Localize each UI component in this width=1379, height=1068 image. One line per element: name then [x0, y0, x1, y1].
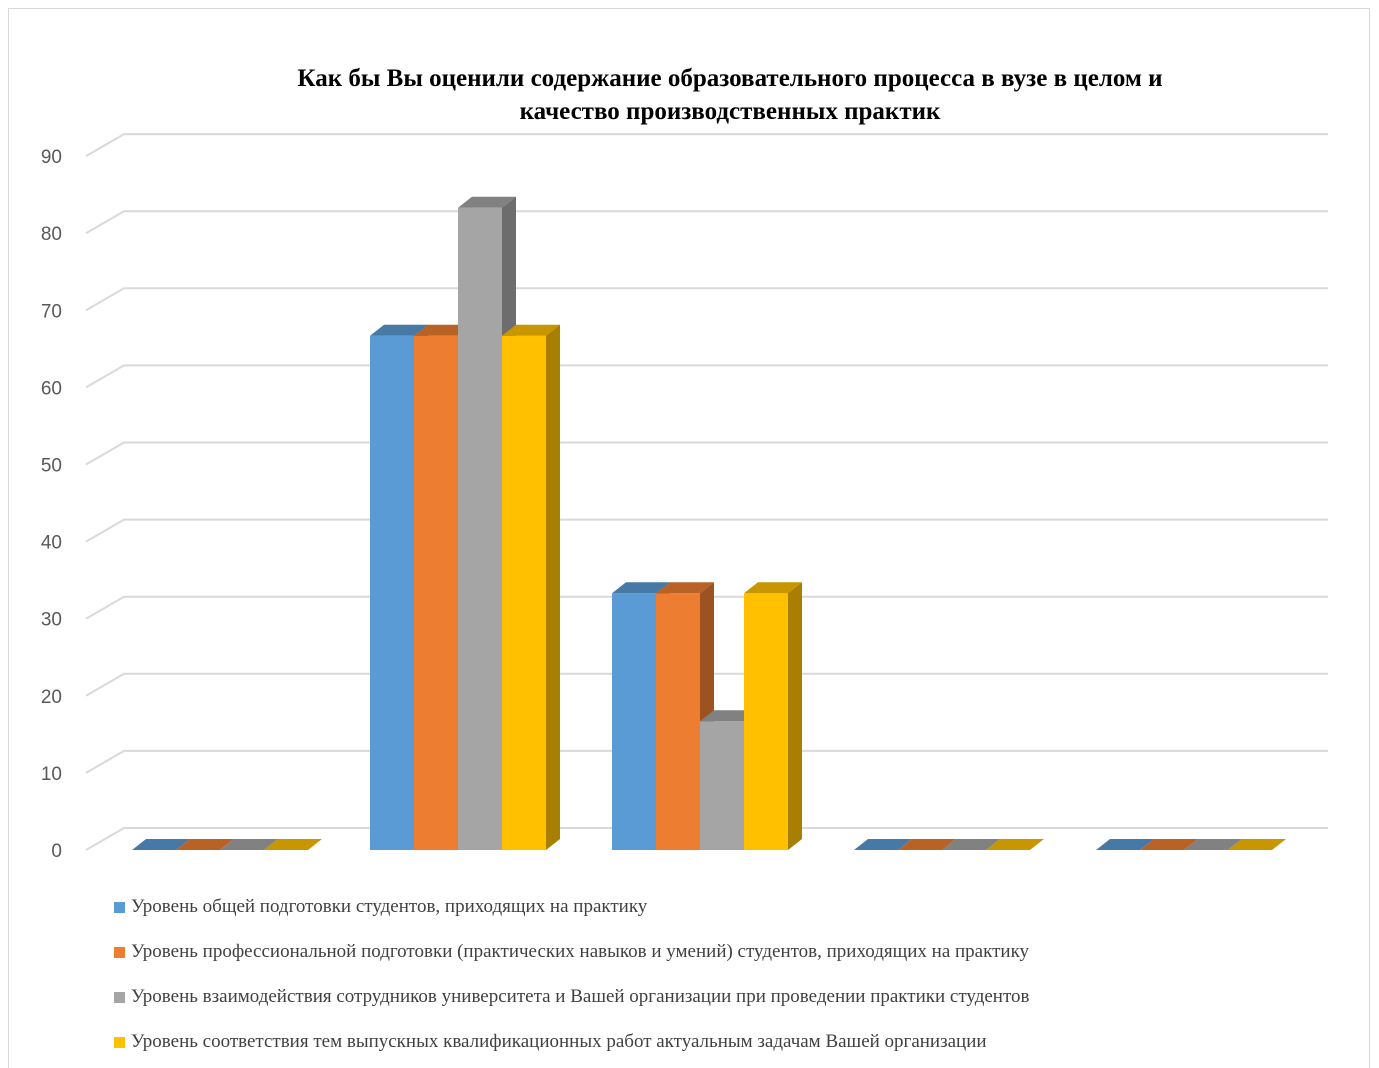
y-tick-label: 30 [41, 610, 62, 631]
bar-top [1228, 839, 1286, 850]
bar-top [656, 582, 714, 594]
bar-top [1140, 839, 1198, 850]
bar-front [744, 593, 788, 850]
y-tick-label: 10 [41, 764, 62, 785]
legend-label: Уровень общей подготовки студентов, прих… [131, 896, 648, 917]
bar-side [546, 324, 560, 850]
legend-item: Уровень профессиональной подготовки (пра… [114, 941, 1029, 963]
gridline [85, 595, 1328, 620]
bar-front [414, 335, 458, 850]
y-tick-label: 20 [41, 687, 62, 708]
gridline [85, 287, 1328, 312]
legend-item: Уровень взаимодействия сотрудников униве… [114, 986, 1029, 1008]
bar-front [458, 207, 502, 850]
bar-top [458, 196, 516, 208]
bar-front [656, 593, 700, 850]
bar-top [612, 582, 670, 594]
bar-front [700, 721, 744, 850]
gridline [85, 364, 1328, 389]
bar-side [788, 582, 802, 850]
y-tick-label: 80 [41, 224, 62, 245]
bar-front [612, 593, 656, 850]
bar-front [370, 335, 414, 850]
bar-top [132, 839, 190, 850]
chart-frame [8, 8, 1370, 1068]
bar-top [942, 839, 1000, 850]
bar-top [700, 710, 758, 722]
bar-top [1096, 839, 1154, 850]
legend-item: Уровень соответствия тем выпускных квали… [114, 1031, 987, 1053]
bar-top [898, 839, 956, 850]
legend-label: Уровень профессиональной подготовки (пра… [131, 941, 1030, 962]
legend-swatch [114, 991, 125, 1003]
bar-front [502, 335, 546, 850]
bar-top [1184, 839, 1242, 850]
y-tick-label: 70 [41, 301, 62, 322]
y-tick-label: 90 [41, 147, 62, 168]
gridline [85, 672, 1328, 697]
y-tick-label: 50 [41, 456, 62, 477]
gridline [85, 210, 1328, 235]
legend-swatch [114, 901, 125, 913]
gridline [85, 133, 1328, 157]
chart-title: Как бы Вы оценили содержание образовател… [297, 65, 1163, 125]
legend-label: Уровень соответствия тем выпускных квали… [131, 1031, 987, 1052]
gridline [85, 827, 1328, 851]
bar-top [986, 839, 1044, 850]
legend-swatch [114, 1036, 125, 1048]
bar-top [854, 839, 912, 850]
bar-top [264, 839, 322, 850]
y-tick-label: 0 [51, 841, 62, 862]
gridline [85, 441, 1328, 466]
bar-top [744, 582, 802, 594]
bar-top [370, 324, 428, 336]
gridline [85, 749, 1328, 774]
gridline [85, 518, 1328, 543]
legend-item: Уровень общей подготовки студентов, прих… [114, 896, 647, 918]
legend-swatch [114, 946, 125, 958]
legend-label: Уровень взаимодействия сотрудников униве… [131, 986, 1030, 1007]
bar-top [176, 839, 234, 850]
y-tick-label: 40 [41, 533, 62, 554]
bar-top [220, 839, 278, 850]
bar-top [414, 324, 472, 336]
y-tick-label: 60 [41, 378, 62, 399]
bar-top [502, 324, 560, 336]
